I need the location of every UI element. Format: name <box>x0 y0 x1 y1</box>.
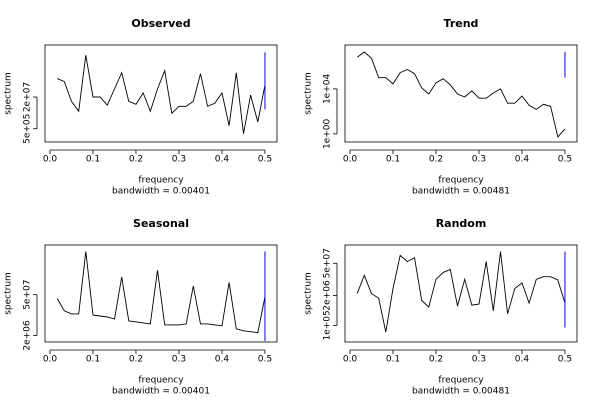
y-axis-label: spectrum <box>304 72 314 115</box>
spectrum-line <box>356 251 566 333</box>
y-tick-label: 5e+07 <box>323 248 333 278</box>
x-tick-label: 0.5 <box>258 355 272 365</box>
x-tick-label: 0.4 <box>215 155 230 165</box>
y-axis-label: spectrum <box>304 272 314 315</box>
x-tick-label: 0.5 <box>558 355 572 365</box>
x-tick-label: 0.1 <box>386 155 400 165</box>
x-tick-label: 0.2 <box>429 355 443 365</box>
chart-title: Random <box>436 217 487 230</box>
subtitle: bandwidth = 0.00481 <box>412 387 510 397</box>
subtitle: bandwidth = 0.00401 <box>112 187 210 197</box>
x-axis-label: frequency <box>438 176 484 186</box>
x-tick-label: 0.4 <box>515 155 530 165</box>
x-tick-label: 0.5 <box>558 155 572 165</box>
y-tick-label: 2e+06 <box>323 280 333 311</box>
x-tick-label: 0.4 <box>215 355 230 365</box>
spectrum-line <box>57 55 266 134</box>
panel: Observed 0.0 0.1 0.2 0.3 0.4 0.5 5e+05 2e+07 freq… <box>4 17 278 197</box>
chart-title: Trend <box>444 17 479 30</box>
y-axis-label: spectrum <box>4 72 14 115</box>
x-tick-label: 0.3 <box>472 355 486 365</box>
x-tick-label: 0.2 <box>129 355 143 365</box>
x-tick-label: 0.1 <box>86 155 100 165</box>
y-tick-label: 5e+07 <box>23 280 33 310</box>
x-axis-label: frequency <box>438 376 484 386</box>
y-tick-label: 2e+06 <box>23 320 33 351</box>
x-tick-label: 0.2 <box>429 155 443 165</box>
x-tick-label: 0.3 <box>172 355 186 365</box>
y-tick-label: 5e+05 <box>23 114 33 144</box>
x-tick-label: 0.3 <box>172 155 186 165</box>
panel: Seasonal 0.0 0.1 0.2 0.3 0.4 0.5 2e+06 5e+07 freq… <box>4 217 278 397</box>
subtitle: bandwidth = 0.00481 <box>412 187 510 197</box>
spectrum-line <box>356 51 566 138</box>
x-tick-label: 0.3 <box>472 155 486 165</box>
y-tick-label: 2e+07 <box>23 82 33 112</box>
x-tick-label: 0.0 <box>43 355 58 365</box>
x-tick-label: 0.5 <box>258 155 272 165</box>
x-tick-label: 0.0 <box>343 355 358 365</box>
x-tick-label: 0.0 <box>343 155 358 165</box>
chart-title: Observed <box>131 17 190 30</box>
y-tick-label: 1e+00 <box>323 118 333 149</box>
y-axis-label: spectrum <box>4 272 14 315</box>
plot-box <box>344 244 578 343</box>
plot-box <box>44 244 278 343</box>
x-tick-label: 0.1 <box>386 355 400 365</box>
y-tick-label: 1e+04 <box>323 74 333 105</box>
x-tick-label: 0.0 <box>43 155 58 165</box>
spectrum-line <box>56 251 266 334</box>
x-axis-label: frequency <box>138 176 184 186</box>
x-tick-label: 0.1 <box>86 355 100 365</box>
panel: Trend 0.0 0.1 0.2 0.3 0.4 0.5 1e+00 1e+04 frequen… <box>304 17 578 197</box>
x-tick-label: 0.2 <box>129 155 143 165</box>
plot-box <box>344 44 578 143</box>
subtitle: bandwidth = 0.00401 <box>112 387 210 397</box>
x-tick-label: 0.4 <box>515 355 530 365</box>
plot-box <box>44 44 278 143</box>
x-axis-label: frequency <box>138 376 184 386</box>
chart-title: Seasonal <box>133 217 189 230</box>
y-tick-label: 1e+05 <box>323 310 333 340</box>
